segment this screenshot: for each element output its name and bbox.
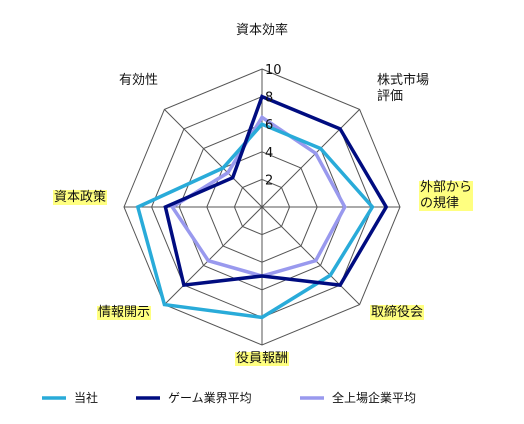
tick-label: 4: [265, 146, 273, 161]
radar-spokes: [124, 69, 400, 345]
axis-label-text: 取締役会: [371, 304, 423, 320]
spoke-5: [164, 206, 263, 305]
axis-label-5: 情報開示: [97, 305, 151, 320]
axis-label-highlight: [97, 306, 151, 320]
axis-label-text: 情報開示: [98, 305, 150, 320]
spoke-7: [164, 109, 263, 208]
axis-label-text: 資本効率: [236, 22, 288, 38]
axis-label-text: 役員報酬: [236, 351, 288, 366]
radial-tick-labels: 2 4 6 8 10: [265, 63, 282, 188]
axis-label-highlight: [370, 305, 424, 320]
tick-label: 2: [265, 173, 273, 188]
spoke-3: [261, 206, 360, 305]
tick-label: 6: [265, 118, 273, 133]
axis-label-3: 取締役会: [370, 304, 424, 320]
tick-label: 10: [265, 63, 282, 78]
axis-label-text: の規律: [420, 196, 459, 211]
legend-item-0: 当社: [42, 390, 98, 405]
spoke-1: [261, 109, 360, 208]
axis-label-text: 評価: [377, 89, 403, 104]
axis-label-text: 有効性: [119, 73, 158, 88]
axis-label-0: 資本効率: [236, 22, 288, 38]
axis-label-text: 資本政策: [54, 189, 106, 205]
legend-item-1: ゲーム業界平均: [136, 391, 252, 405]
axis-label-highlight: [53, 190, 107, 205]
radar-series: [135, 94, 389, 320]
legend-item-2: 全上場企業平均: [300, 390, 416, 405]
legend-label: 当社: [74, 390, 98, 405]
tick-label: 8: [265, 91, 273, 106]
axis-label-highlight: [419, 181, 473, 211]
series-line-1: [163, 94, 389, 288]
legend-label: 全上場企業平均: [332, 390, 416, 405]
legend-label: ゲーム業界平均: [168, 391, 252, 405]
axis-label-6: 資本政策: [53, 189, 107, 205]
legend: 当社 ゲーム業界平均 全上場企業平均: [42, 390, 416, 405]
series-line-0: [135, 122, 375, 320]
axis-label-4: 役員報酬: [235, 351, 289, 366]
axis-label-text: 外部から: [420, 180, 472, 195]
axis-label-text: 株式市場: [377, 72, 429, 88]
axis-label-highlight: [235, 352, 289, 366]
axis-label-7: 有効性: [119, 73, 158, 88]
